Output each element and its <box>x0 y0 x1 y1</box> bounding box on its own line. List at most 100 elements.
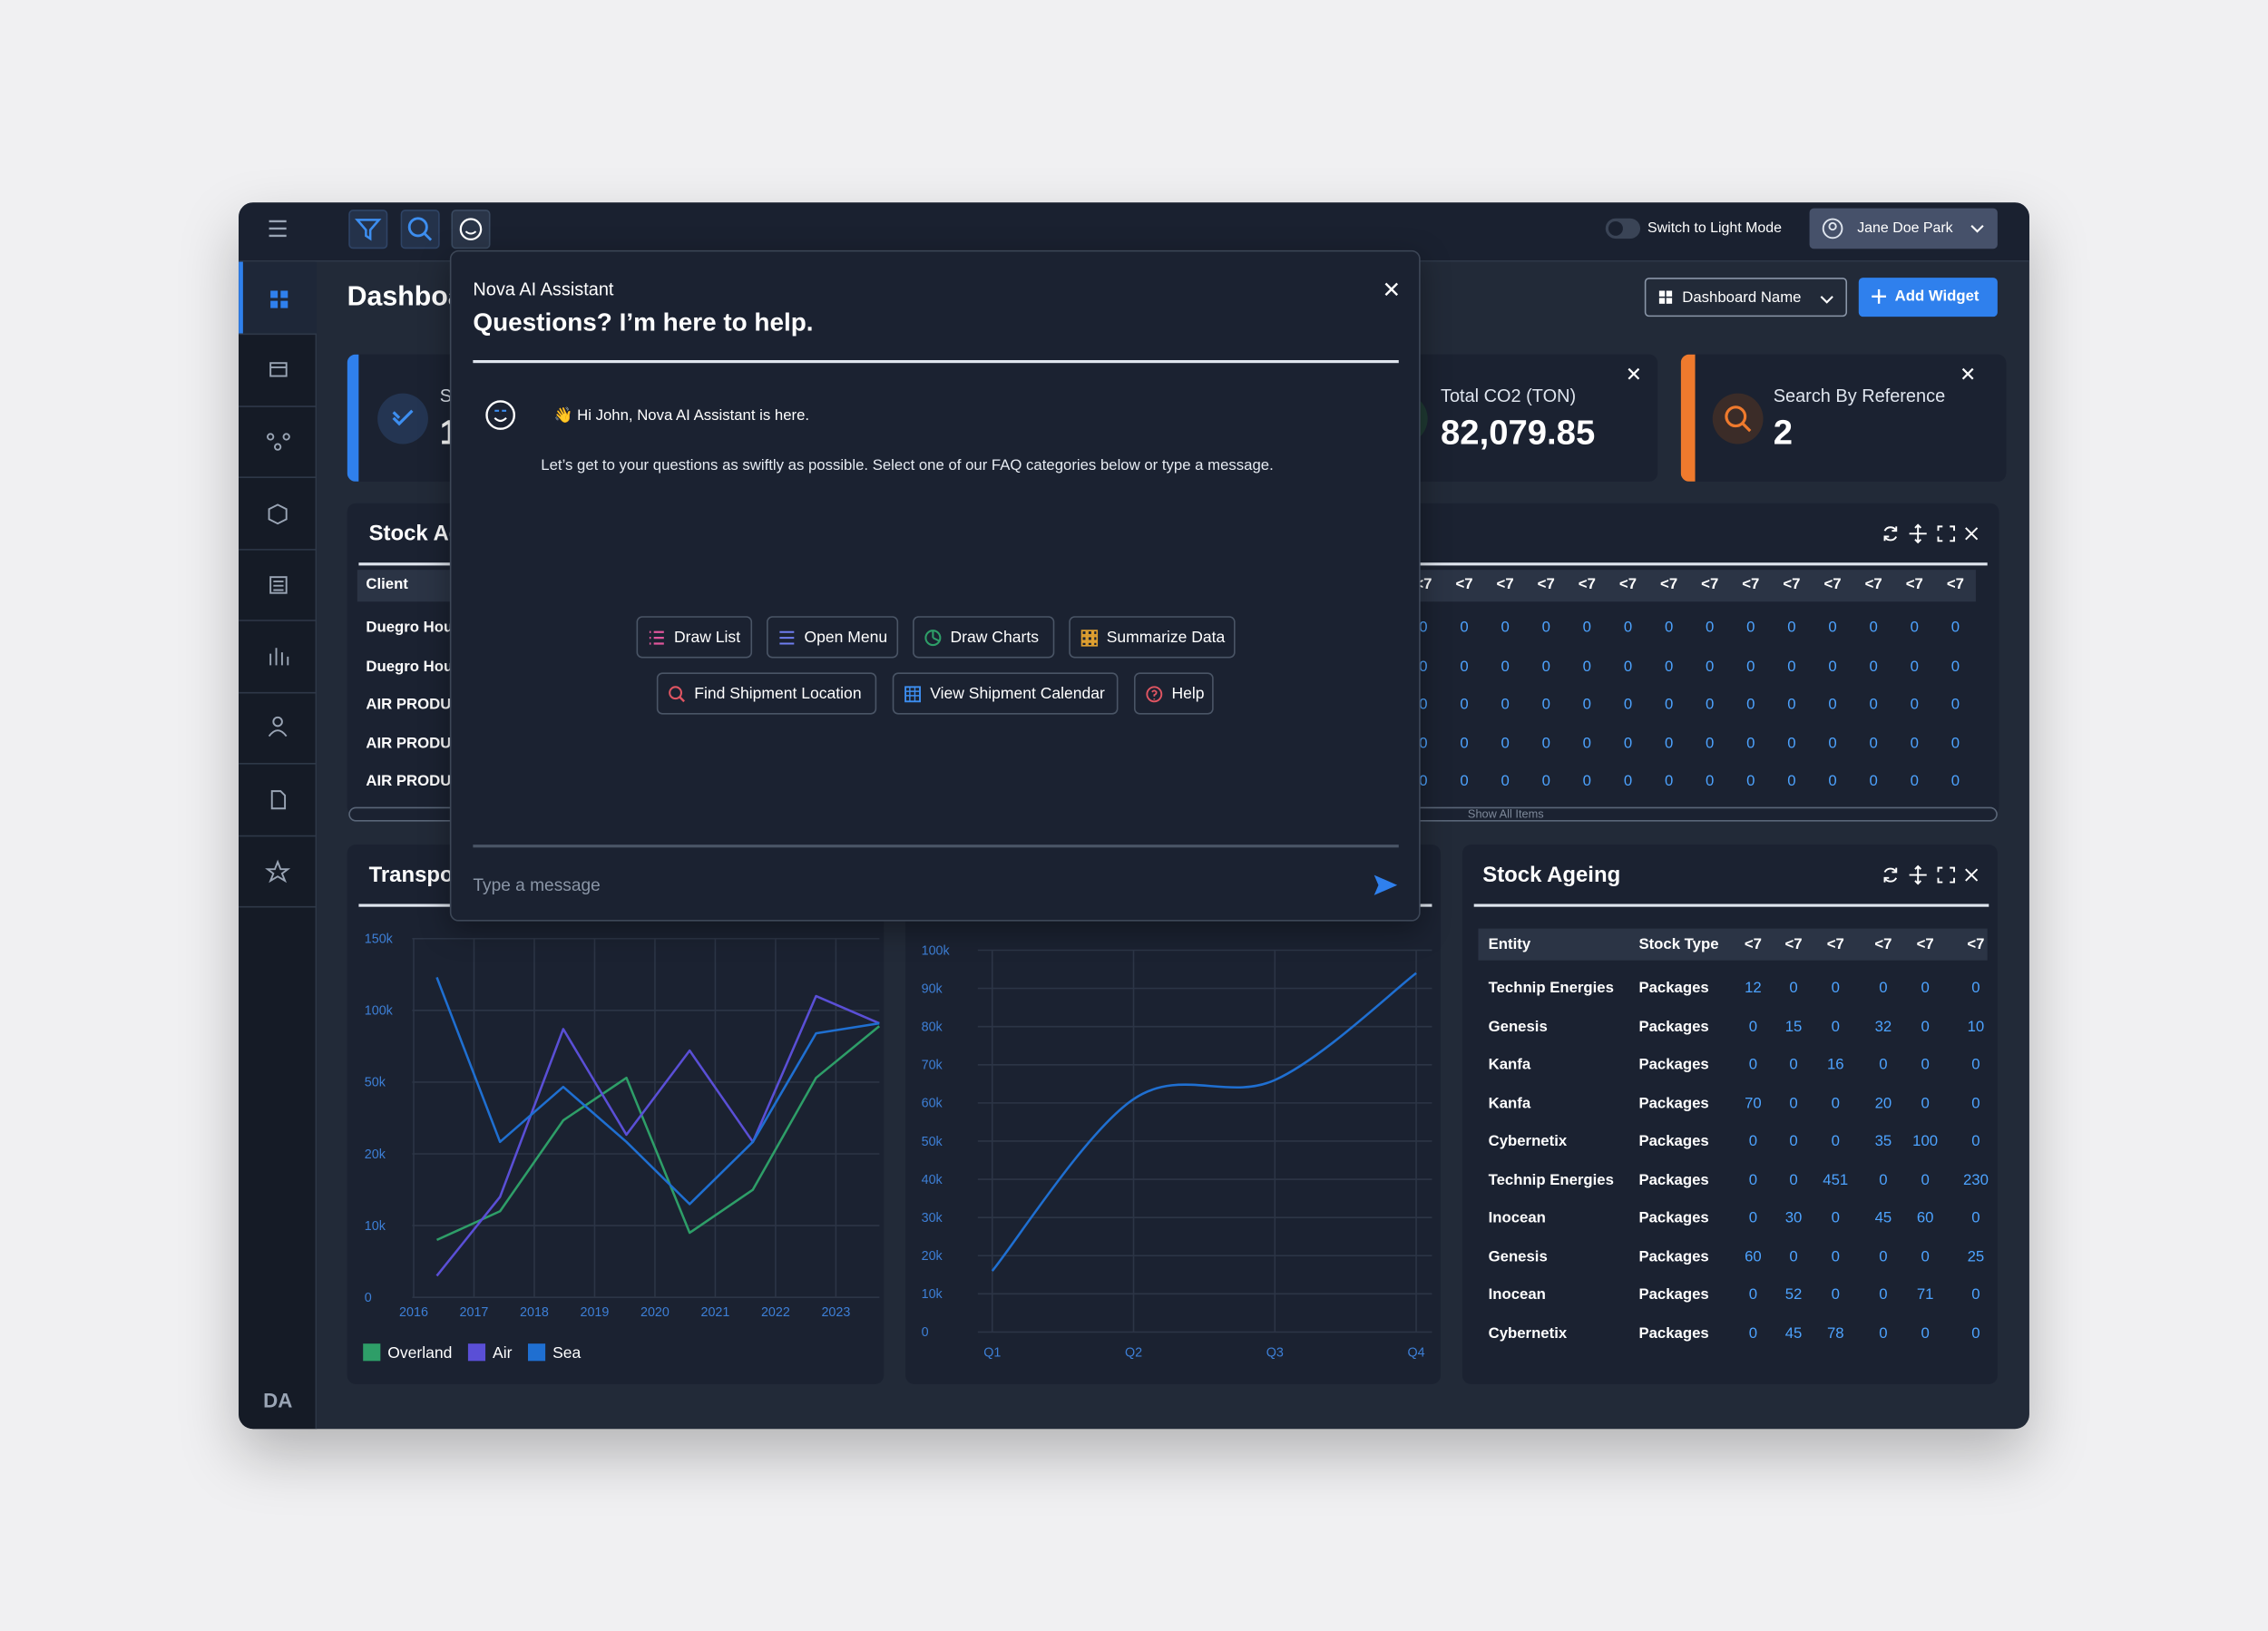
table-cell: 0 <box>1789 1171 1798 1189</box>
column-header: <7 <box>1874 935 1892 953</box>
x-tick-label: 2018 <box>520 1305 549 1320</box>
theme-toggle-label: Switch to Light Mode <box>1647 220 1783 237</box>
table-cell: 0 <box>1541 772 1550 790</box>
x-tick-label: Q3 <box>1266 1346 1284 1361</box>
table-cell: 0 <box>1921 1247 1930 1265</box>
table-cell: 0 <box>1831 1094 1840 1112</box>
close-icon[interactable] <box>1628 367 1640 380</box>
table-cell: 0 <box>1541 695 1550 714</box>
panel-tools[interactable] <box>1881 864 1982 885</box>
table-cell: Packages <box>1638 979 1709 997</box>
table-cell: Cybernetix <box>1488 1324 1568 1343</box>
table-cell: 100 <box>1912 1132 1939 1150</box>
table-cell: 0 <box>1828 657 1837 675</box>
table-cell: Packages <box>1638 1324 1709 1343</box>
table-cell: 0 <box>1623 772 1633 790</box>
table-cell: Packages <box>1638 1017 1709 1035</box>
table-cell: 0 <box>1869 657 1878 675</box>
assistant-button[interactable] <box>451 210 491 249</box>
table-cell: 45 <box>1874 1209 1892 1227</box>
table-cell: 0 <box>1501 695 1510 714</box>
assistant-message: Let’s get to your questions as swiftly a… <box>541 456 1274 474</box>
y-tick-label: 150k <box>365 933 394 947</box>
table-cell: 52 <box>1784 1286 1803 1304</box>
table-cell: Packages <box>1638 1171 1709 1189</box>
message-input[interactable]: Type a message <box>473 874 601 895</box>
table-cell: 0 <box>1748 1017 1758 1035</box>
y-tick-label: 10k <box>365 1219 386 1234</box>
close-icon[interactable] <box>1384 282 1399 297</box>
send-button[interactable] <box>1373 874 1399 897</box>
column-header: <7 <box>1783 575 1801 593</box>
user-button[interactable]: Jane Doe Park <box>1809 208 1998 249</box>
table-cell: 0 <box>1789 1094 1798 1112</box>
table-cell: 25 <box>1967 1247 1985 1265</box>
table-cell: 0 <box>1706 772 1715 790</box>
table-cell: 0 <box>1748 1171 1758 1189</box>
x-tick-label: 2017 <box>460 1305 489 1320</box>
assistant-avatar <box>485 400 516 430</box>
filter-button[interactable] <box>348 210 388 249</box>
panel-tools[interactable] <box>1881 523 1982 544</box>
faq-chip[interactable]: Draw Charts <box>913 616 1055 659</box>
table-cell: 0 <box>1971 1286 1980 1304</box>
show-all-label[interactable]: Show All Items <box>1467 807 1544 821</box>
kpi-label: Total CO2 (TON) <box>1441 386 1577 407</box>
table-cell: 0 <box>1879 1056 1888 1074</box>
legend-label: Air <box>493 1343 513 1362</box>
table-cell: 0 <box>1831 1209 1840 1227</box>
column-header: <7 <box>1660 575 1678 593</box>
faq-chip[interactable]: Open Menu <box>767 616 899 659</box>
close-icon[interactable] <box>1961 367 1974 380</box>
kpi-value: 2 <box>1773 413 1794 454</box>
chip-label: Open Menu <box>804 628 888 646</box>
faq-chip[interactable]: Find Shipment Location <box>656 672 877 715</box>
table-cell: 0 <box>1787 695 1796 714</box>
assistant-name: Nova AI Assistant <box>473 278 614 300</box>
table-cell: 0 <box>1879 1286 1888 1304</box>
table-cell: 0 <box>1582 619 1592 637</box>
table-cell: 78 <box>1826 1324 1844 1343</box>
sidebar-logo: DA <box>263 1388 293 1412</box>
table-cell: Genesis <box>1488 1247 1548 1265</box>
table-cell: 0 <box>1950 734 1960 752</box>
table-cell: 451 <box>1823 1171 1849 1189</box>
table-cell: 15 <box>1784 1017 1803 1035</box>
dashboard-select[interactable]: Dashboard Name <box>1644 278 1848 317</box>
panel-underline <box>1473 903 1989 907</box>
table-cell: 0 <box>1623 734 1633 752</box>
column-header: <7 <box>1784 935 1803 953</box>
table-cell: 0 <box>1706 734 1715 752</box>
table-cell: 0 <box>1921 979 1930 997</box>
column-header: <7 <box>1823 575 1842 593</box>
table-cell: 0 <box>1501 772 1510 790</box>
faq-chip[interactable]: Draw List <box>636 616 753 659</box>
table-cell: 0 <box>1869 619 1878 637</box>
y-tick-label: 70k <box>922 1059 943 1073</box>
faq-chip[interactable]: View Shipment Calendar <box>892 672 1119 715</box>
table-cell: 35 <box>1874 1132 1892 1150</box>
table-cell: 0 <box>1879 979 1888 997</box>
column-header: <7 <box>1946 575 1964 593</box>
table-cell: 0 <box>1748 1324 1758 1343</box>
table-cell: 0 <box>1879 1324 1888 1343</box>
sidebar <box>239 261 318 1430</box>
table-cell: 0 <box>1869 772 1878 790</box>
assistant-greeting: 👋 Hi John, Nova AI Assistant is here. <box>553 406 810 425</box>
search-button[interactable] <box>400 210 440 249</box>
theme-toggle[interactable] <box>1605 218 1641 239</box>
column-header: <7 <box>1578 575 1596 593</box>
faq-chip[interactable]: Summarize Data <box>1069 616 1236 659</box>
table-cell: Technip Energies <box>1488 1171 1614 1189</box>
menu-icon[interactable] <box>266 219 289 239</box>
table-cell: 0 <box>1748 1286 1758 1304</box>
table-cell: 0 <box>1419 695 1428 714</box>
faq-chip[interactable]: Help <box>1134 672 1214 715</box>
table-cell: 0 <box>1828 734 1837 752</box>
column-header: <7 <box>1455 575 1473 593</box>
add-widget-button[interactable]: Add Widget <box>1858 278 1998 317</box>
table-cell: 30 <box>1784 1209 1803 1227</box>
table-cell: Cybernetix <box>1488 1132 1568 1150</box>
table-cell: 60 <box>1745 1247 1762 1265</box>
user-name: Jane Doe Park <box>1857 220 1953 237</box>
